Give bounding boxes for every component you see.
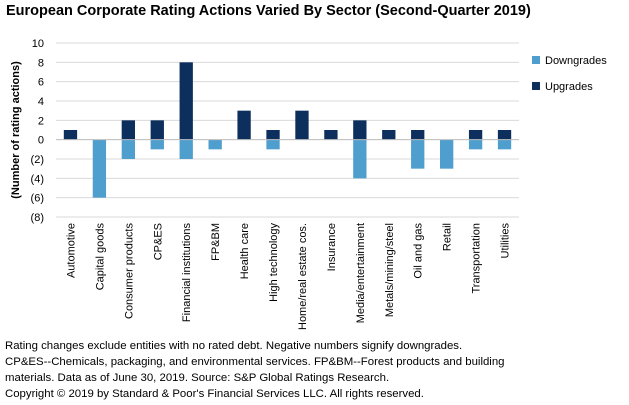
x-category-label: CP&ES — [152, 223, 164, 260]
footnote-line: Rating changes exclude entities with no … — [5, 340, 463, 352]
upgrade-bar — [411, 130, 425, 140]
downgrade-bar — [497, 139, 512, 150]
upgrade-bar — [150, 120, 164, 140]
legend-label: Downgrades — [545, 55, 607, 67]
upgrade-bar — [63, 130, 78, 140]
footnote-line: materials. Data as of June 30, 2019. Sou… — [5, 372, 390, 384]
y-tick-label: (8) — [31, 212, 44, 224]
x-category-label: Automotive — [65, 223, 77, 278]
y-tick-label: 6 — [38, 77, 44, 89]
x-category-label: Utilities — [500, 223, 512, 259]
x-category-label: Insurance — [326, 223, 338, 271]
footnotes: Rating changes exclude entities with no … — [5, 338, 625, 402]
upgrade-bar — [497, 130, 512, 140]
legend-swatch — [532, 56, 540, 64]
x-category-label: Financial institutions — [181, 223, 193, 323]
upgrade-bar — [353, 120, 367, 140]
copyright-line: Copyright © 2019 by Standard & Poor's Fi… — [5, 388, 424, 400]
downgrade-bar — [440, 139, 454, 169]
downgrade-bar — [411, 139, 425, 169]
footnote-line: CP&ES--Chemicals, packaging, and environ… — [5, 356, 505, 368]
y-tick-label: 4 — [38, 96, 44, 108]
y-tick-label: (6) — [31, 193, 44, 205]
upgrade-bar — [468, 130, 483, 140]
x-category-label: Media/entertainment — [355, 223, 367, 323]
y-tick-label: 8 — [38, 57, 44, 69]
upgrade-bar — [266, 130, 280, 140]
x-category-label: Transportation — [471, 223, 483, 294]
y-tick-label: 10 — [32, 38, 44, 50]
downgrade-bar — [92, 139, 107, 198]
y-axis-title: (Number of rating actions) — [10, 61, 22, 199]
x-category-label: High technology — [268, 223, 280, 302]
downgrade-bar — [121, 139, 135, 159]
upgrade-bar — [295, 110, 309, 140]
y-tick-label: (4) — [31, 173, 44, 185]
upgrade-bar — [237, 110, 251, 140]
x-category-label: Capital goods — [94, 223, 106, 291]
downgrade-bar — [208, 139, 222, 150]
downgrade-bar — [179, 139, 193, 159]
upgrade-bar — [179, 62, 193, 140]
x-category-label: Home/real estate cos. — [297, 223, 309, 330]
downgrade-bar — [266, 139, 280, 150]
chart-title: European Corporate Rating Actions Varied… — [6, 3, 531, 19]
y-tick-label: 0 — [38, 135, 44, 147]
x-category-label: Health care — [239, 223, 251, 279]
x-category-label: Oil and gas — [413, 223, 425, 279]
downgrade-bar — [353, 139, 367, 179]
downgrade-bar — [468, 139, 483, 150]
bar-chart: 10 8 6 4 2 0 (2) (4) (6) (8) (Number of rating act… — [10, 38, 607, 330]
x-category-label: Metals/mining/steel — [384, 223, 396, 317]
y-tick-label: (2) — [31, 154, 44, 166]
x-category-label: FP&BM — [210, 223, 222, 261]
upgrade-bar — [324, 130, 338, 140]
legend-swatch — [532, 82, 540, 90]
legend-label: Upgrades — [545, 81, 593, 93]
x-category-label: Consumer products — [123, 223, 135, 319]
y-tick-label: 2 — [38, 115, 44, 127]
x-category-label: Retail — [442, 223, 454, 251]
downgrade-bar — [150, 139, 164, 150]
upgrade-bar — [382, 130, 396, 140]
upgrade-bar — [121, 120, 135, 140]
